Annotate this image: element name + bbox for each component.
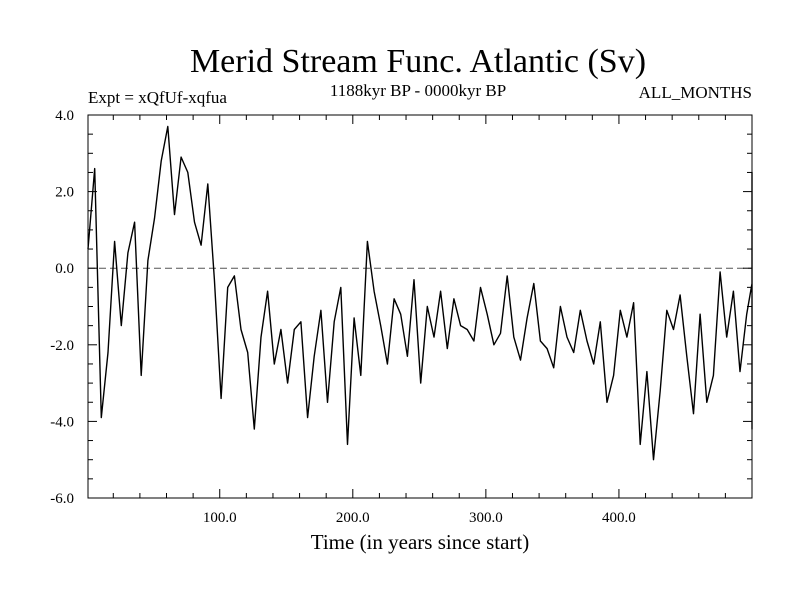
chart-subtitle: 1188kyr BP - 0000kyr BP <box>330 81 506 100</box>
series-line <box>87 125 753 461</box>
x-axis-tick-labels: 100.0 200.0 300.0 400.0 <box>203 510 636 526</box>
x-tick-label: 300.0 <box>469 510 503 526</box>
x-axis-ticks <box>112 115 726 498</box>
y-tick-label: -6.0 <box>50 491 74 507</box>
x-axis-label: Time (in years since start) <box>311 530 530 554</box>
y-tick-label: 4.0 <box>55 108 74 124</box>
chart-experiment-label: Expt = xQfUf-xqfua <box>88 88 227 107</box>
x-tick-label: 400.0 <box>602 510 636 526</box>
y-tick-label: 0.0 <box>55 261 74 277</box>
chart-period-label: ALL_MONTHS <box>639 83 752 102</box>
y-axis-tick-labels: 4.0 2.0 0.0 -2.0 -4.0 -6.0 <box>50 108 74 507</box>
y-tick-label: -2.0 <box>50 338 74 354</box>
y-tick-label: -4.0 <box>50 414 74 430</box>
chart-title: Merid Stream Func. Atlantic (Sv) <box>190 43 646 80</box>
y-axis-ticks <box>88 114 752 499</box>
x-tick-label: 200.0 <box>336 510 370 526</box>
y-tick-label: 2.0 <box>55 185 74 201</box>
x-tick-label: 100.0 <box>203 510 237 526</box>
